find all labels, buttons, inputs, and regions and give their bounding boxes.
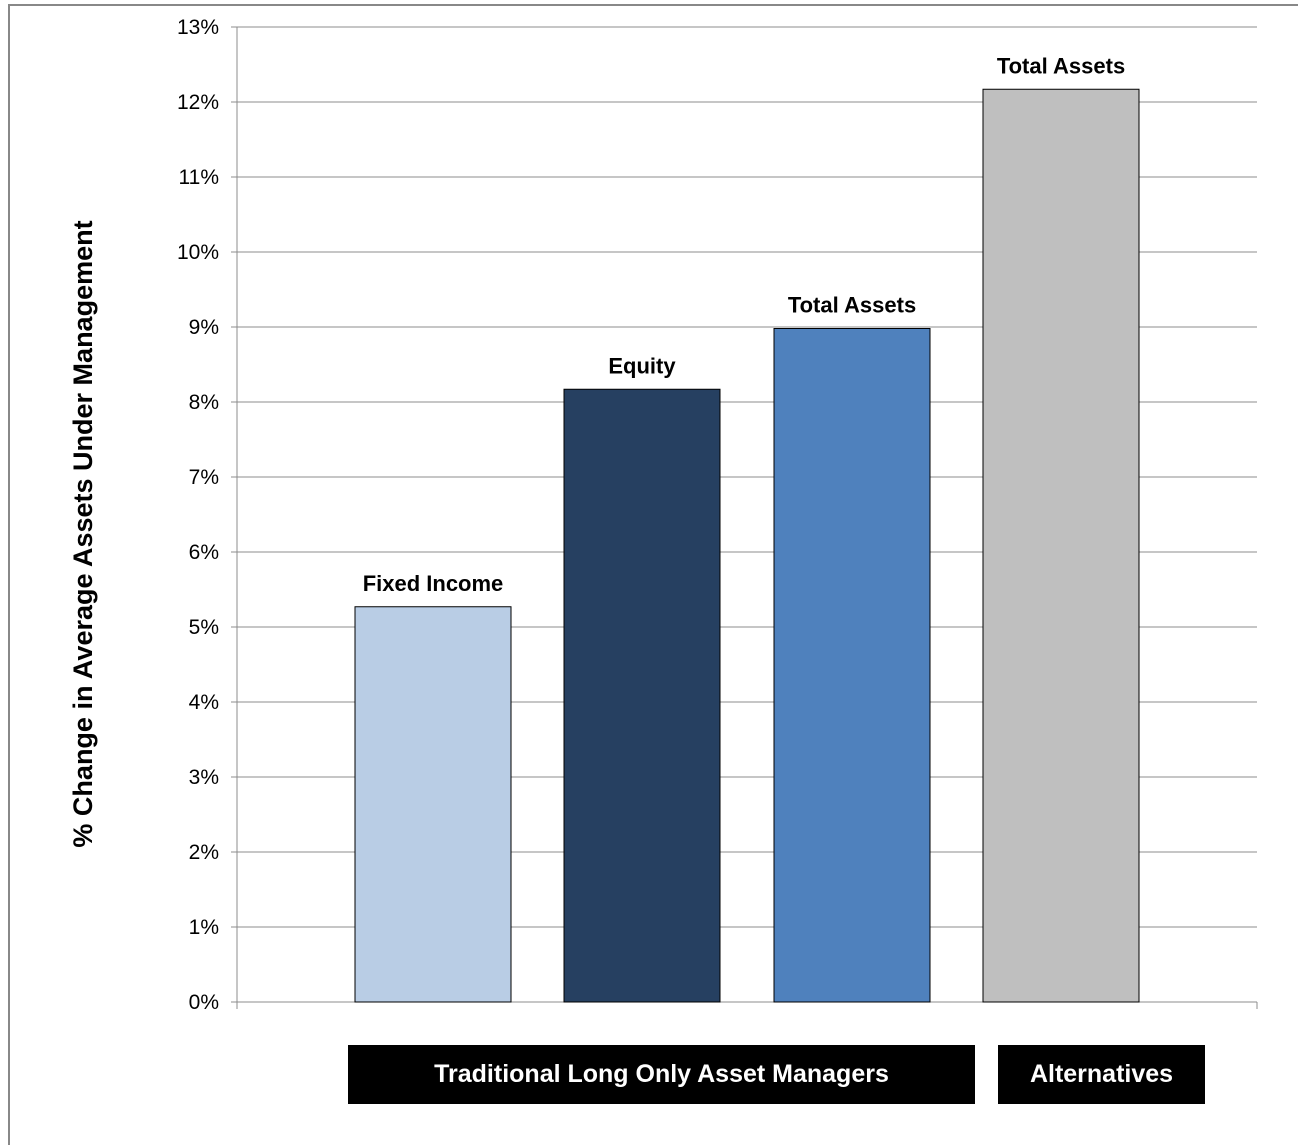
y-tick-label: 4% bbox=[189, 691, 219, 714]
bars bbox=[354, 88, 1140, 1003]
y-tick-label: 7% bbox=[189, 466, 219, 489]
y-tick-label: 1% bbox=[189, 916, 219, 939]
group-label-traditional: Traditional Long Only Asset Managers bbox=[348, 1045, 975, 1104]
bar-label: Equity bbox=[608, 353, 676, 378]
bar-label: Total Assets bbox=[997, 53, 1125, 78]
bar-label: Total Assets bbox=[788, 293, 916, 318]
bar bbox=[773, 328, 931, 1003]
chart-frame bbox=[8, 4, 1298, 1145]
y-tick-label: 11% bbox=[179, 166, 219, 189]
y-tick-label: 6% bbox=[189, 541, 219, 564]
y-tick-label: 0% bbox=[189, 991, 219, 1014]
y-tick-label: 12% bbox=[177, 91, 219, 114]
y-axis-label: % Change in Average Assets Under Managem… bbox=[68, 220, 98, 847]
group-label-alternatives: Alternatives bbox=[998, 1045, 1205, 1104]
y-tick-labels: 0% 1% 2% 3% 4% 5% 6% 7% 8% 9% 10% 11% 12% 13% bbox=[177, 16, 219, 1014]
bar bbox=[563, 388, 721, 1003]
y-tick-label: 9% bbox=[189, 316, 219, 339]
y-tick-label: 5% bbox=[189, 616, 219, 639]
bar bbox=[354, 606, 512, 1003]
y-tick-label: 10% bbox=[177, 241, 219, 264]
bar-labels: Fixed Income Equity Total Assets Total Asse… bbox=[363, 53, 1125, 596]
bar-label: Fixed Income bbox=[363, 571, 504, 596]
y-tick-label: 3% bbox=[189, 766, 219, 789]
bar bbox=[982, 88, 1140, 1003]
y-tick-label: 8% bbox=[189, 391, 219, 414]
y-tick-label: 13% bbox=[177, 16, 219, 39]
y-tick-label: 2% bbox=[189, 841, 219, 864]
